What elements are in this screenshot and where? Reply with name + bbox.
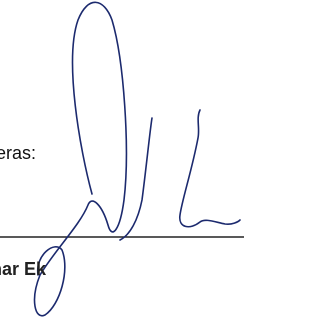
signature-stroke xyxy=(35,2,127,315)
signature xyxy=(35,2,240,315)
scanned-signature: eras: nar Ek xyxy=(0,0,244,324)
signature-stroke xyxy=(120,118,152,240)
signature-stroke xyxy=(180,110,240,227)
name-fragment: nar Ek xyxy=(0,259,46,280)
